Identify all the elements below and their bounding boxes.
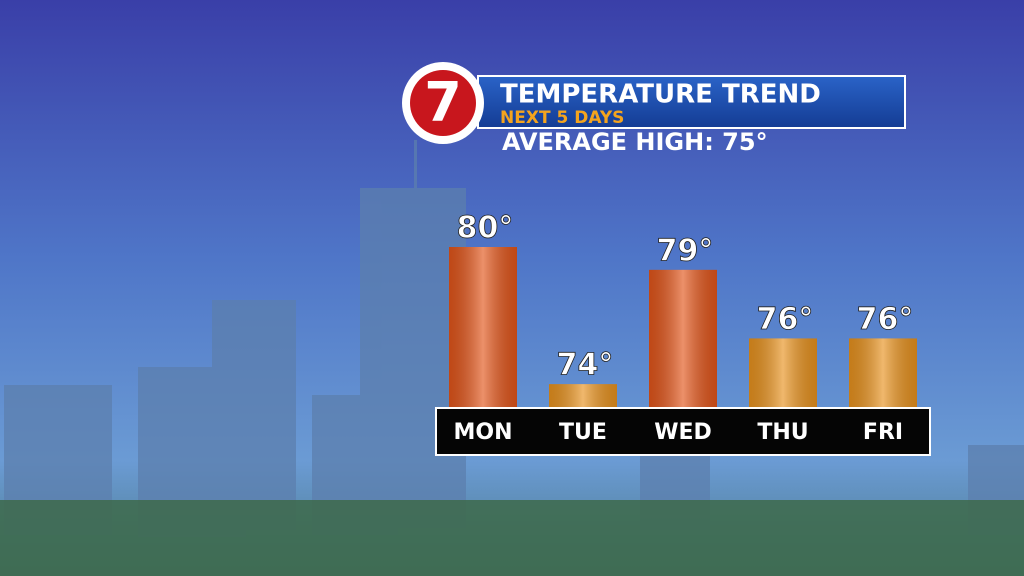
- chart-subtitle: NEXT 5 DAYS: [500, 108, 624, 128]
- x-tick-label: FRI: [863, 420, 903, 445]
- bar-shine: [849, 338, 917, 407]
- annotation: AVERAGE HIGH: 75°: [502, 128, 768, 156]
- bar-shine: [549, 384, 617, 407]
- logo: 7: [424, 71, 462, 134]
- value-label: 74°: [557, 348, 614, 383]
- value-label: 76°: [757, 302, 814, 337]
- logo-disc: [410, 70, 476, 136]
- trees: [0, 500, 1024, 576]
- value-label: 79°: [657, 233, 714, 268]
- bar-shine: [449, 247, 517, 407]
- value-label: 80°: [457, 211, 514, 246]
- x-tick-label: THU: [757, 420, 808, 445]
- bar-shine: [649, 269, 717, 407]
- x-tick-label: MON: [453, 420, 512, 445]
- x-tick-label: WED: [654, 420, 712, 445]
- bar-shine: [749, 338, 817, 407]
- chart-title: TEMPERATURE TREND: [500, 80, 821, 110]
- value-label: 76°: [857, 302, 914, 337]
- day-strip: [435, 407, 931, 456]
- x-tick-label: TUE: [559, 420, 607, 445]
